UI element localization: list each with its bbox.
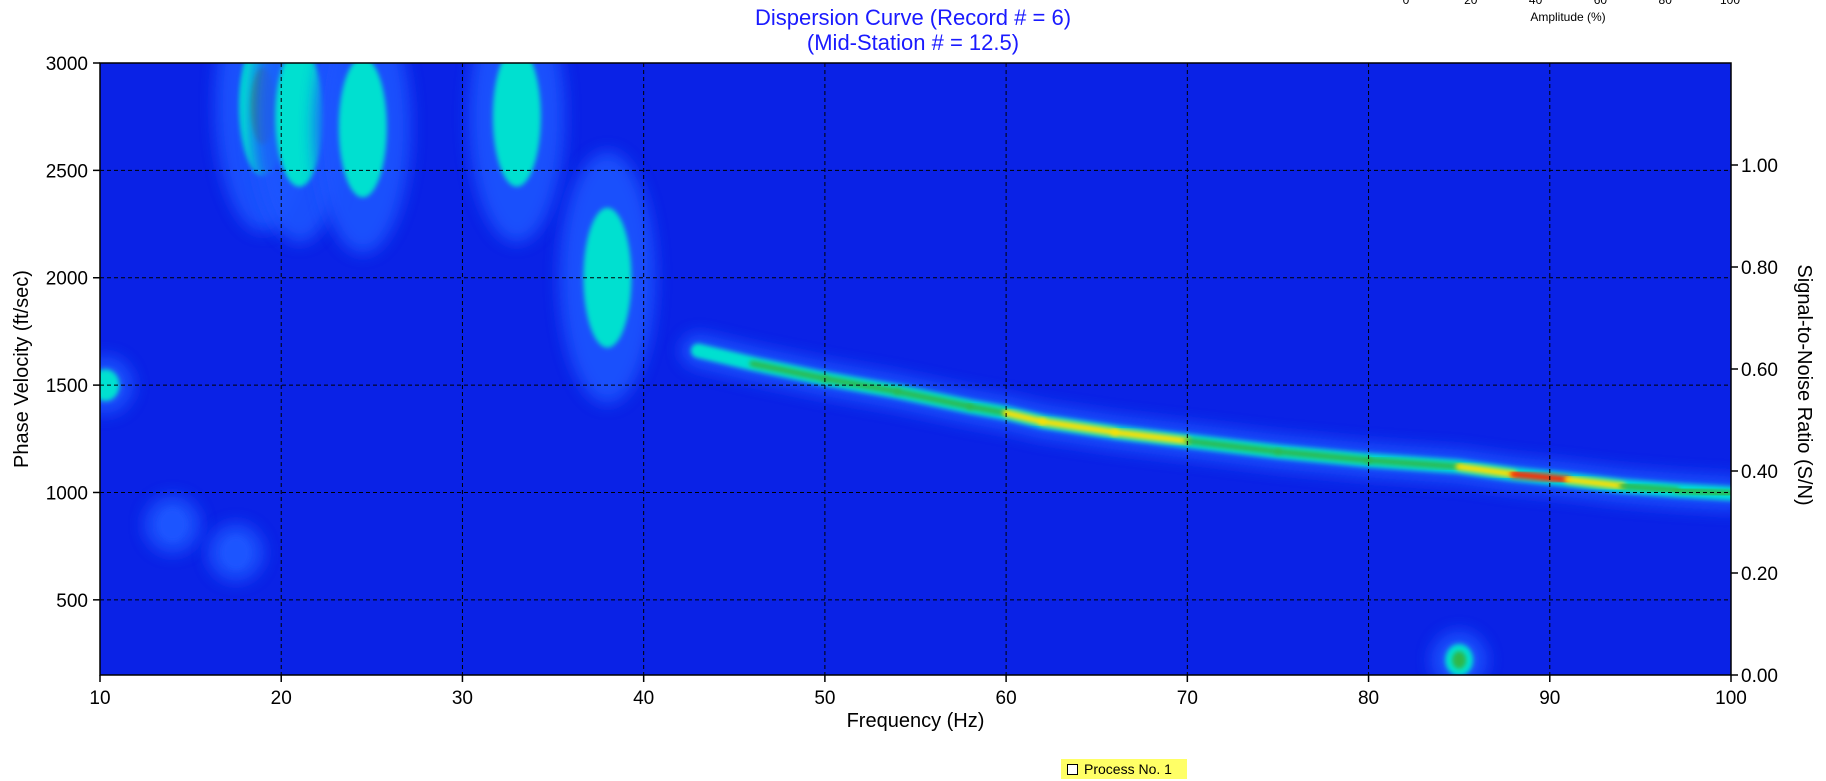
y2-tick-label: 0.60	[1741, 360, 1778, 381]
y-tick-label: 1500	[46, 376, 88, 397]
energy-blob	[158, 509, 186, 541]
y2-axis-label: Signal-to-Noise Ratio (S/N)	[1793, 264, 1815, 505]
mode-segment	[1677, 490, 1731, 493]
x-tick-label: 10	[89, 688, 110, 709]
energy-blob	[222, 537, 250, 569]
y2-tick-label: 1.00	[1741, 156, 1778, 177]
y-tick-label: 500	[56, 591, 88, 612]
x-axis-label: Frequency (Hz)	[847, 710, 985, 732]
x-tick-label: 100	[1715, 688, 1747, 709]
colorbar-tick-label: 80	[1659, 0, 1673, 7]
y2-tick-label: 0.80	[1741, 258, 1778, 279]
colorbar-tick-label: 20	[1464, 0, 1478, 7]
energy-blob	[493, 47, 541, 187]
y-tick-label: 2500	[46, 161, 88, 182]
x-tick-label: 20	[271, 688, 292, 709]
legend: Process No. 1	[1061, 759, 1187, 779]
x-tick-label: 90	[1539, 688, 1560, 709]
colorbar-tick-label: 0	[1403, 0, 1410, 7]
x-tick-label: 80	[1358, 688, 1379, 709]
colorbar-tick-label: 60	[1594, 0, 1608, 7]
colorbar-tick-label: 40	[1529, 0, 1543, 7]
y-axis-label: Phase Velocity (ft/sec)	[11, 270, 33, 468]
colorbar: 0 20 40 60 80 100 Amplitude (%)	[1403, 0, 1741, 24]
y2-tick-label: 0.00	[1741, 666, 1778, 687]
colorbar-label: Amplitude (%)	[1530, 10, 1605, 24]
x-tick-label: 40	[633, 688, 654, 709]
energy-blob	[339, 57, 387, 197]
mode-segment	[1622, 486, 1676, 490]
legend-label: Process No. 1	[1084, 761, 1172, 777]
y2-tick-label: 0.20	[1741, 564, 1778, 585]
y2-tick-label: 0.40	[1741, 462, 1778, 483]
y-tick-label: 3000	[46, 54, 88, 75]
y-tick-label: 2000	[46, 269, 88, 290]
colorbar-tick-label: 100	[1720, 0, 1740, 7]
energy-blob-core	[1452, 651, 1466, 669]
x-tick-label: 70	[1177, 688, 1198, 709]
y-tick-label: 1000	[46, 483, 88, 504]
legend-swatch	[1067, 764, 1078, 775]
x-tick-label: 60	[996, 688, 1017, 709]
x-tick-label: 30	[452, 688, 473, 709]
x-tick-label: 50	[814, 688, 835, 709]
